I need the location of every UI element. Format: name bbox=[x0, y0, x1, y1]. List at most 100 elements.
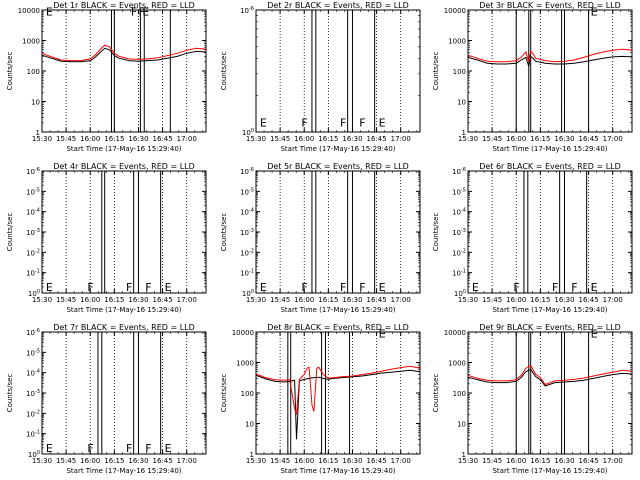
x-tick-label: 15:45 bbox=[270, 135, 290, 143]
flag-marker-f: F bbox=[301, 116, 307, 129]
flag-marker-f: F bbox=[340, 281, 346, 294]
y-tick-label: 10-6 bbox=[452, 167, 466, 176]
x-tick-label: 16:30 bbox=[554, 135, 574, 143]
x-tick-label: 16:30 bbox=[554, 296, 574, 304]
panel-title: Det 1r BLACK = Events, RED = LLD bbox=[53, 1, 195, 10]
x-tick-label: 16:15 bbox=[530, 457, 550, 465]
panel-title: Det 5r BLACK = Events, RED = LLD bbox=[267, 162, 409, 171]
plot-frame bbox=[467, 331, 633, 455]
plot-frame bbox=[41, 331, 207, 455]
flag-marker-e: E bbox=[165, 442, 172, 455]
flag-marker-e: E bbox=[46, 5, 53, 18]
flag-marker-e: E bbox=[379, 327, 386, 340]
x-tick-label: 15:30 bbox=[32, 457, 52, 465]
y-tick-label: 10-3 bbox=[240, 228, 254, 237]
x-tick-label: 17:00 bbox=[391, 296, 411, 304]
y-tick-label: 10-1 bbox=[452, 269, 466, 278]
flag-marker-e: E bbox=[379, 281, 386, 294]
x-tick-label: 16:45 bbox=[366, 457, 386, 465]
x-tick-label: 17:00 bbox=[603, 135, 623, 143]
y-tick-label: 10-5 bbox=[452, 187, 466, 196]
x-tick-label: 16:15 bbox=[530, 296, 550, 304]
y-tick-label: 10000 bbox=[18, 7, 40, 15]
x-tick-label: 15:45 bbox=[482, 457, 502, 465]
y-tick-label: 10-3 bbox=[26, 228, 40, 237]
y-tick-label: 100 bbox=[28, 450, 40, 459]
x-tick-label: 17:00 bbox=[177, 135, 197, 143]
x-tick-label: 16:00 bbox=[80, 296, 100, 304]
x-tick-label: 16:45 bbox=[578, 457, 598, 465]
y-tick-label: 100 bbox=[27, 68, 40, 76]
panel-det-5: Det 5r BLACK = Events, RED = LLD Counts/s… bbox=[220, 162, 421, 314]
x-tick-label: 15:45 bbox=[56, 296, 76, 304]
plot-frame bbox=[467, 9, 633, 133]
panel-det-8: Det 8r BLACK = Events, RED = LLD Counts/s… bbox=[220, 323, 421, 475]
lld-series-line bbox=[41, 44, 207, 62]
flag-marker-f: F bbox=[126, 442, 132, 455]
x-tick-label: 17:00 bbox=[391, 457, 411, 465]
y-tick-label: 100 bbox=[242, 289, 254, 298]
flag-marker-f: F bbox=[126, 281, 132, 294]
x-tick-label: 16:45 bbox=[366, 135, 386, 143]
x-tick-label: 16:15 bbox=[104, 457, 124, 465]
lld-series-line bbox=[467, 48, 633, 63]
panel-title: Det 4r BLACK = Events, RED = LLD bbox=[53, 162, 195, 171]
x-tick-label: 16:15 bbox=[318, 296, 338, 304]
flag-marker-f: F bbox=[145, 281, 151, 294]
flag-marker-e: E bbox=[142, 5, 149, 18]
y-tick-label: 10-4 bbox=[26, 369, 40, 378]
y-axis-label: Counts/sec bbox=[432, 52, 440, 91]
panel-det-9: Det 9r BLACK = Events, RED = LLD Counts/s… bbox=[432, 323, 633, 475]
y-tick-label: 10-5 bbox=[240, 187, 254, 196]
x-axis-label: Start Time (17-May-16 15:29:40) bbox=[492, 145, 607, 153]
x-tick-label: 16:30 bbox=[342, 457, 362, 465]
plot-frame bbox=[467, 170, 633, 294]
x-axis-label: Start Time (17-May-16 15:29:40) bbox=[280, 467, 395, 475]
x-tick-label: 16:00 bbox=[80, 457, 100, 465]
plot-frame bbox=[255, 9, 421, 133]
x-tick-label: 15:30 bbox=[458, 457, 478, 465]
panel-det-3: Det 3r BLACK = Events, RED = LLD Counts/s… bbox=[432, 1, 633, 153]
lld-series-line bbox=[467, 364, 633, 386]
y-axis-label: Counts/sec bbox=[6, 52, 14, 91]
x-tick-label: 15:45 bbox=[482, 135, 502, 143]
y-tick-label: 10-6 bbox=[240, 6, 254, 15]
x-tick-label: 16:45 bbox=[152, 457, 172, 465]
y-tick-label: 100 bbox=[453, 390, 466, 398]
panel-title: Det 8r BLACK = Events, RED = LLD bbox=[267, 323, 409, 332]
flag-marker-e: E bbox=[260, 281, 267, 294]
plot-frame bbox=[41, 170, 207, 294]
y-tick-label: 10 bbox=[31, 99, 40, 107]
x-tick-label: 16:15 bbox=[104, 296, 124, 304]
events-series-line bbox=[467, 55, 633, 67]
x-tick-label: 15:30 bbox=[32, 135, 52, 143]
y-tick-label: 10-6 bbox=[26, 167, 40, 176]
x-tick-label: 15:45 bbox=[270, 296, 290, 304]
panel-det-1: Det 1r BLACK = Events, RED = LLD Counts/s… bbox=[6, 1, 207, 153]
flag-marker-e: E bbox=[46, 442, 53, 455]
y-tick-label: 10-1 bbox=[26, 269, 40, 278]
y-tick-label: 10000 bbox=[444, 329, 466, 337]
x-tick-label: 16:45 bbox=[366, 296, 386, 304]
x-tick-label: 16:15 bbox=[318, 457, 338, 465]
flag-marker-f: F bbox=[359, 116, 365, 129]
events-series-line bbox=[467, 368, 633, 387]
flag-marker-e: E bbox=[165, 281, 172, 294]
y-tick-label: 10 bbox=[245, 421, 254, 429]
plot-frame bbox=[255, 331, 421, 455]
y-tick-label: 10-3 bbox=[26, 389, 40, 398]
x-tick-label: 15:30 bbox=[458, 296, 478, 304]
x-tick-label: 16:45 bbox=[578, 296, 598, 304]
x-tick-label: 15:45 bbox=[56, 135, 76, 143]
x-tick-label: 16:00 bbox=[294, 457, 314, 465]
x-tick-label: 17:00 bbox=[391, 135, 411, 143]
panel-det-6: Det 6r BLACK = Events, RED = LLD Counts/s… bbox=[432, 162, 633, 314]
x-tick-label: 15:30 bbox=[458, 135, 478, 143]
y-tick-label: 10-4 bbox=[26, 208, 40, 217]
y-axis-label: Counts/sec bbox=[432, 213, 440, 252]
flag-marker-f: F bbox=[87, 281, 93, 294]
y-tick-label: 1 bbox=[462, 129, 466, 137]
y-tick-label: 10-5 bbox=[26, 348, 40, 357]
y-axis-label: Counts/sec bbox=[6, 213, 14, 252]
